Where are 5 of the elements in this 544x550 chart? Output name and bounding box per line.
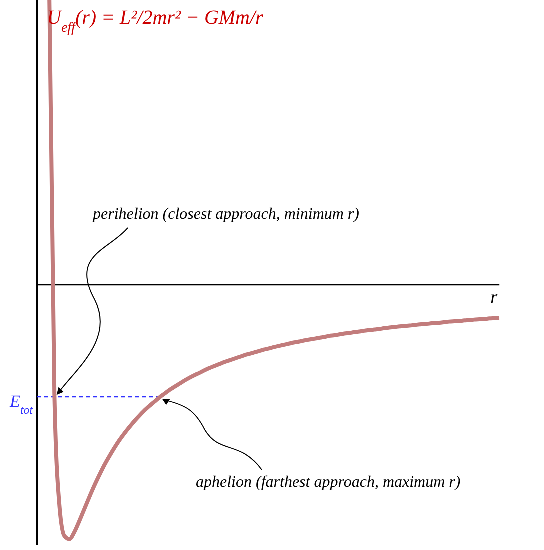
x-axis-title: r bbox=[490, 287, 499, 307]
annotation: perihelion (closest approach, minimum r) bbox=[92, 206, 360, 223]
annotation: aphelion (farthest approach, maximum r) bbox=[196, 474, 461, 491]
text: U$_{eff}$(r) = L²/2mr² − GMm/r bbox=[47, 7, 264, 36]
ref-line-label: E$_{tot}$ bbox=[9, 392, 34, 418]
